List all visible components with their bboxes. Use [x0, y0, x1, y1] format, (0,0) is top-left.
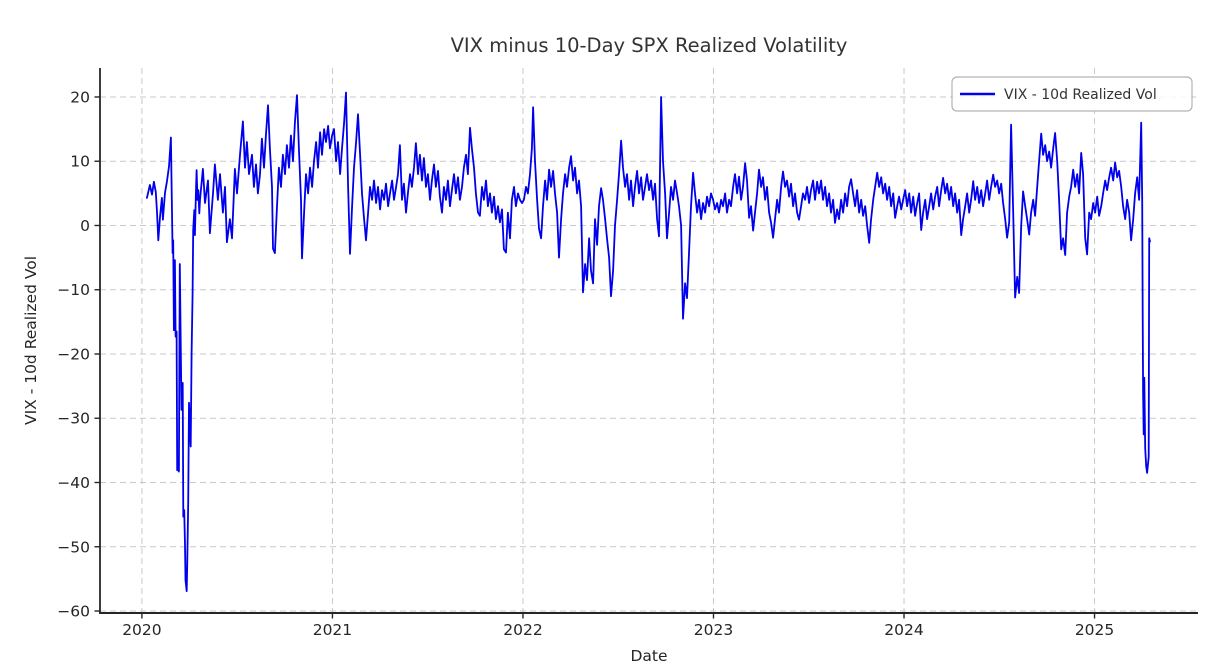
y-tick-label: 20: [70, 88, 90, 106]
x-ticks: 2020 2021 2022 2023 2024 2025: [122, 613, 1114, 639]
y-tick-label: −30: [57, 410, 90, 428]
x-tick-label: 2022: [503, 621, 542, 639]
axes: 2020 2021 2022 2023 2024 2025 20 10 0 −10 −20 −30 −…: [57, 68, 1198, 639]
x-tick-label: 2025: [1075, 621, 1114, 639]
chart-title: VIX minus 10-Day SPX Realized Volatility: [451, 34, 848, 57]
legend-label: VIX - 10d Realized Vol: [1004, 87, 1157, 103]
x-axis-label: Date: [630, 647, 667, 665]
x-tick-label: 2023: [694, 621, 733, 639]
y-tick-label: −50: [57, 538, 90, 556]
y-tick-label: 10: [70, 153, 90, 171]
series-line: [146, 91, 1151, 592]
legend: VIX - 10d Realized Vol: [951, 76, 1193, 112]
y-ticks: 20 10 0 −10 −20 −30 −40 −50 −60: [57, 88, 100, 621]
y-tick-label: −40: [57, 474, 90, 492]
x-tick-label: 2024: [884, 621, 923, 639]
y-tick-label: −20: [57, 345, 90, 363]
x-tick-label: 2020: [122, 621, 161, 639]
y-tick-label: 0: [80, 217, 90, 235]
x-tick-label: 2021: [313, 621, 352, 639]
y-tick-label: −60: [57, 603, 90, 621]
legend-box: [951, 76, 1193, 112]
y-axis-label: VIX - 10d Realized Vol: [22, 256, 40, 425]
y-tick-label: −10: [57, 281, 90, 299]
